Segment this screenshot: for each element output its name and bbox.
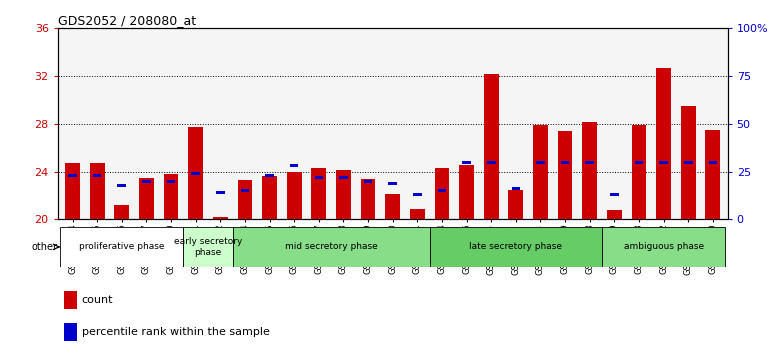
Bar: [484, 74, 499, 219]
Bar: [705, 130, 720, 219]
Bar: [189, 127, 203, 219]
Text: ambiguous phase: ambiguous phase: [624, 242, 704, 251]
Bar: [240, 189, 249, 192]
Bar: [339, 176, 348, 179]
Bar: [487, 161, 496, 164]
Bar: [437, 189, 447, 192]
Bar: [607, 210, 621, 219]
Bar: [459, 165, 474, 219]
Text: percentile rank within the sample: percentile rank within the sample: [82, 327, 270, 337]
Bar: [65, 163, 80, 219]
Bar: [602, 227, 725, 267]
Bar: [142, 180, 151, 183]
Bar: [360, 179, 376, 219]
Bar: [237, 180, 253, 219]
Bar: [631, 125, 646, 219]
Bar: [183, 227, 233, 267]
Bar: [213, 217, 228, 219]
Bar: [708, 161, 717, 164]
Bar: [410, 209, 425, 219]
Bar: [311, 168, 326, 219]
Bar: [585, 161, 594, 164]
Bar: [508, 190, 524, 219]
Bar: [430, 227, 602, 267]
Bar: [561, 161, 569, 164]
Bar: [557, 131, 572, 219]
Bar: [262, 176, 277, 219]
Bar: [118, 184, 126, 187]
Bar: [533, 125, 548, 219]
Bar: [164, 174, 179, 219]
Bar: [336, 171, 351, 219]
Text: early secretory
phase: early secretory phase: [174, 237, 243, 257]
Bar: [265, 174, 274, 177]
Bar: [69, 174, 77, 177]
Bar: [60, 227, 183, 267]
Bar: [115, 205, 129, 219]
Bar: [290, 165, 299, 167]
Text: count: count: [82, 295, 113, 305]
Bar: [656, 68, 671, 219]
Text: GDS2052 / 208080_at: GDS2052 / 208080_at: [58, 14, 196, 27]
Bar: [286, 172, 302, 219]
Text: mid secretory phase: mid secretory phase: [285, 242, 377, 251]
Bar: [511, 187, 521, 190]
Text: late secretory phase: late secretory phase: [470, 242, 562, 251]
Bar: [634, 161, 643, 164]
Bar: [314, 176, 323, 179]
Bar: [462, 161, 471, 164]
Bar: [65, 323, 76, 341]
Bar: [388, 182, 397, 185]
Bar: [192, 172, 200, 175]
Bar: [363, 180, 373, 183]
Bar: [434, 168, 450, 219]
Bar: [582, 121, 597, 219]
Bar: [684, 161, 692, 164]
Bar: [681, 106, 695, 219]
Bar: [90, 163, 105, 219]
Bar: [536, 161, 545, 164]
Bar: [216, 191, 225, 194]
Bar: [93, 174, 102, 177]
Text: proliferative phase: proliferative phase: [79, 242, 165, 251]
Bar: [233, 227, 430, 267]
Bar: [167, 180, 176, 183]
Bar: [413, 193, 422, 196]
Bar: [659, 161, 668, 164]
Bar: [385, 194, 400, 219]
Bar: [65, 291, 76, 309]
Bar: [139, 178, 154, 219]
Text: other: other: [32, 242, 57, 252]
Bar: [610, 193, 618, 196]
